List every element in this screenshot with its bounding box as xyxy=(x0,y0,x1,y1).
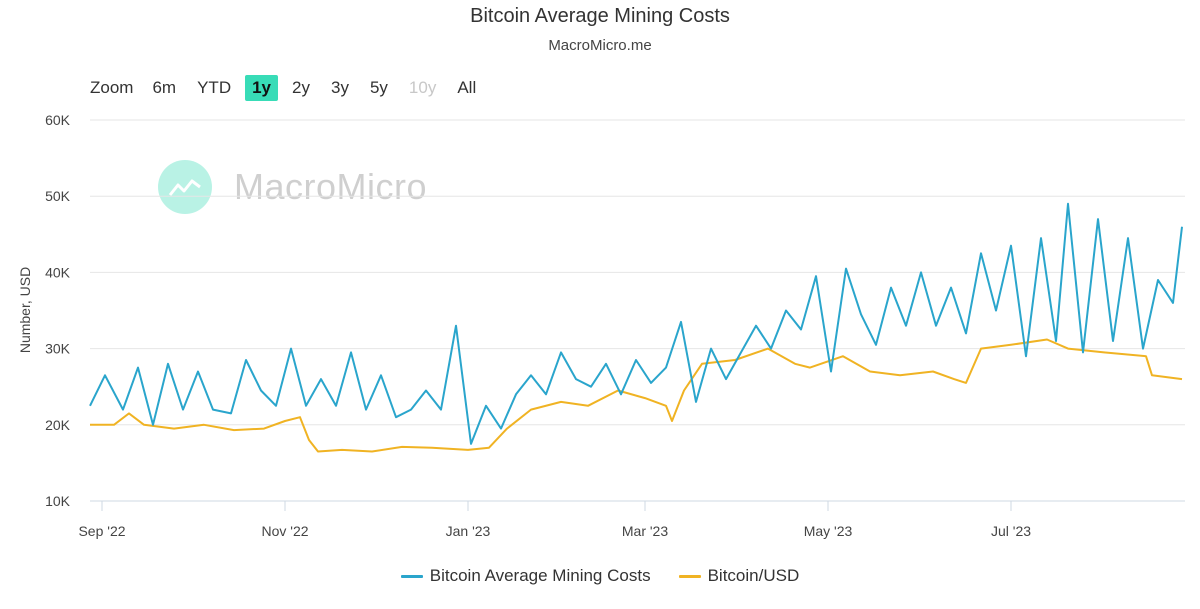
y-tick-label: 10K xyxy=(45,493,71,509)
x-tick-label: May '23 xyxy=(804,523,853,539)
zoom-button-6m[interactable]: 6m xyxy=(152,78,177,97)
legend-swatch-mining-costs xyxy=(400,574,423,578)
chart-subtitle: MacroMicro.me xyxy=(548,37,652,54)
legend-item-mining-costs[interactable]: Bitcoin Average Mining Costs xyxy=(400,566,651,586)
legend-label-bitcoin-usd: Bitcoin/USD xyxy=(707,566,800,585)
watermark-text: MacroMicro xyxy=(234,166,428,207)
series-line-mining-costs[interactable] xyxy=(89,202,1183,445)
zoom-label: Zoom xyxy=(90,78,134,97)
zoom-button-1y[interactable]: 1y xyxy=(245,75,279,101)
x-tick-label: Jan '23 xyxy=(446,523,491,539)
x-axis: Sep '22 Nov '22 Jan '23 Mar '23 May '23 Jul '… xyxy=(78,500,1185,539)
y-tick-label: 40K xyxy=(45,264,71,280)
series-line-bitcoin-usd[interactable] xyxy=(90,338,1183,453)
y-tick-label: 60K xyxy=(45,112,71,128)
x-tick-label: Sep '22 xyxy=(78,523,125,539)
zoom-button-10y: 10y xyxy=(408,78,437,97)
legend-swatch-bitcoin-usd xyxy=(678,574,701,578)
zoom-button-3y[interactable]: 3y xyxy=(330,78,349,97)
chart-title: Bitcoin Average Mining Costs xyxy=(470,5,730,27)
series-lines xyxy=(89,202,1183,453)
y-tick-label: 30K xyxy=(45,341,71,357)
y-axis-label: Number, USD xyxy=(17,267,33,353)
zoom-range-selector: Zoom 6m YTD 1y 2y 3y 5y 10y All xyxy=(90,74,490,102)
grid-lines xyxy=(90,119,1185,426)
x-tick-label: Jul '23 xyxy=(991,523,1031,539)
macromicro-logo-icon xyxy=(158,160,212,214)
legend-label-mining-costs: Bitcoin Average Mining Costs xyxy=(429,566,651,585)
zoom-button-5y[interactable]: 5y xyxy=(369,78,388,97)
zoom-button-all[interactable]: All xyxy=(457,78,477,97)
y-axis: 10K 20K 30K 40K 50K 60K xyxy=(45,112,71,509)
y-tick-label: 20K xyxy=(45,417,71,433)
zoom-button-2y[interactable]: 2y xyxy=(292,78,310,97)
zoom-button-ytd[interactable]: YTD xyxy=(197,78,232,97)
x-tick-label: Nov '22 xyxy=(261,523,308,539)
x-tick-label: Mar '23 xyxy=(622,523,668,539)
legend-item-bitcoin-usd[interactable]: Bitcoin/USD xyxy=(678,566,800,586)
y-tick-label: 50K xyxy=(45,188,71,204)
chart-legend: Bitcoin Average Mining Costs Bitcoin/USD xyxy=(0,566,1200,586)
macromicro-watermark: MacroMicro xyxy=(158,160,427,214)
